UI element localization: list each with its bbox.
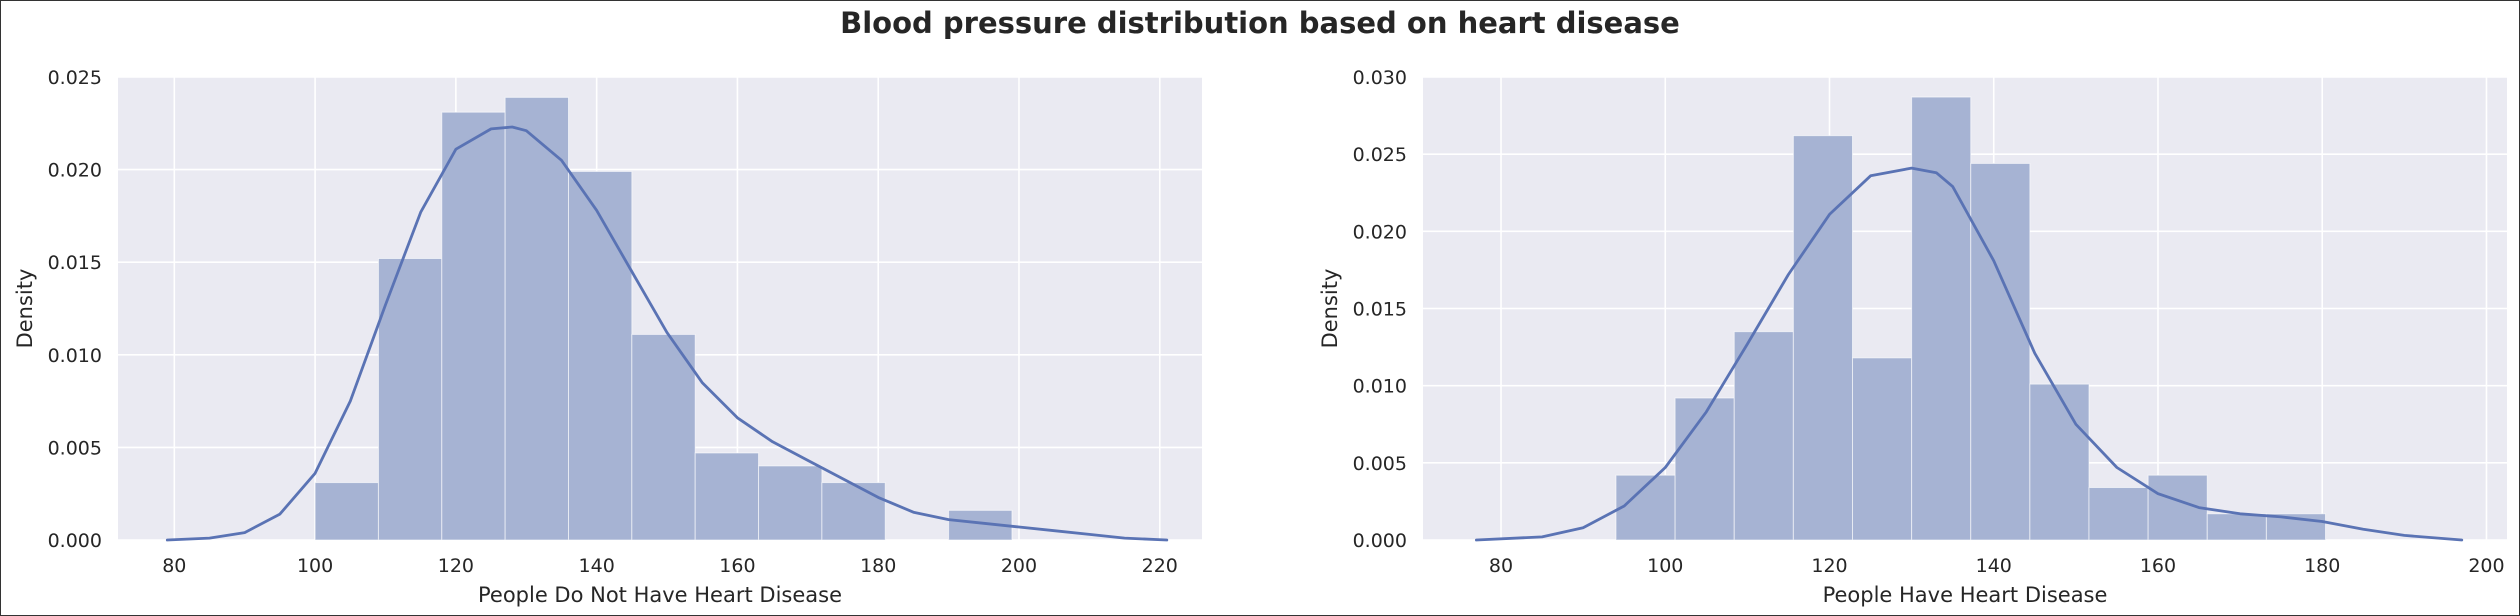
histogram-heart-disease: 80 100 120 140 160 180 200 0.000 0.005 0.010 0.015… (1318, 67, 2507, 607)
y-tick-label: 0.010 (48, 345, 102, 367)
y-tick-label: 0.020 (48, 160, 102, 182)
x-tick-label: 200 (2468, 555, 2504, 577)
y-tick-label: 0.000 (48, 530, 102, 552)
y-axis-label: Density (1318, 269, 1342, 349)
histogram-bar (631, 333, 696, 541)
histogram-bar (2265, 513, 2327, 541)
y-tick-label: 0.000 (1353, 530, 1407, 552)
histogram-bar (2029, 383, 2090, 541)
y-tick-label: 0.015 (1353, 299, 1407, 321)
histogram-bar (441, 111, 506, 541)
histogram-bar (1970, 162, 2031, 541)
y-tick-label: 0.025 (1353, 144, 1407, 166)
histogram-bar (504, 96, 569, 541)
histogram-bar (1851, 357, 1913, 541)
y-axis-label: Density (13, 269, 37, 349)
x-axis-label: People Have Heart Disease (1823, 583, 2108, 607)
histogram-bar (314, 482, 379, 541)
x-tick-label: 120 (1811, 555, 1847, 577)
x-tick-label: 120 (438, 555, 474, 577)
histogram-bar (2088, 487, 2149, 541)
histogram-bar (1674, 397, 1735, 541)
figure-title: Blood pressure distribution based on hea… (840, 6, 1680, 40)
histogram-bar (821, 482, 886, 541)
y-tick-label: 0.005 (1353, 453, 1407, 475)
histogram-bar (1911, 96, 1972, 541)
y-tick-label: 0.010 (1353, 376, 1407, 398)
y-tick-label: 0.030 (1353, 67, 1407, 89)
x-tick-label: 160 (719, 555, 755, 577)
x-tick-label: 100 (1647, 555, 1683, 577)
histogram-no-heart-disease: 80 100 120 140 160 180 200 220 0.000 0.005 0.010 0.… (13, 67, 1202, 607)
x-tick-label: 180 (2304, 555, 2340, 577)
x-tick-label: 160 (2140, 555, 2176, 577)
x-tick-label: 180 (860, 555, 896, 577)
y-tick-label: 0.020 (1353, 221, 1407, 243)
x-axis-label: People Do Not Have Heart Disease (478, 583, 842, 607)
y-tick-label: 0.005 (48, 437, 102, 459)
histogram-bar (567, 170, 633, 541)
x-tick-label: 80 (162, 555, 186, 577)
x-tick-label: 100 (297, 555, 333, 577)
histogram-bar (2206, 513, 2267, 541)
y-tick-label: 0.015 (48, 252, 102, 274)
y-tick-label: 0.025 (48, 67, 102, 89)
x-tick-label: 140 (579, 555, 615, 577)
histogram-bar (758, 465, 823, 541)
x-tick-label: 200 (1001, 555, 1037, 577)
histogram-bar (1733, 331, 1794, 541)
histogram-bar (694, 452, 760, 541)
x-tick-label: 80 (1489, 555, 1513, 577)
histogram-bar (377, 257, 443, 541)
x-tick-label: 220 (1142, 555, 1178, 577)
kde-line (165, 125, 1169, 542)
kde-line (1475, 166, 2464, 542)
x-tick-label: 140 (1976, 555, 2012, 577)
histogram-bar (1792, 135, 1853, 541)
